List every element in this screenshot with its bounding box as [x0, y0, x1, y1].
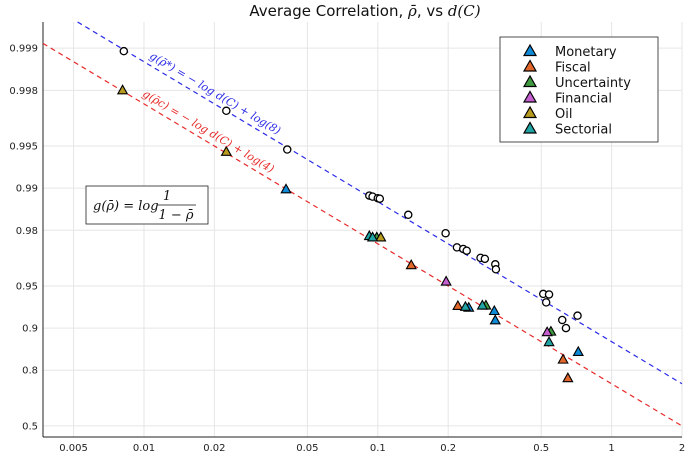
legend-marker-oil	[522, 105, 538, 119]
plot-frame	[42, 22, 682, 438]
data-point-fiscal	[562, 372, 574, 383]
legend-marker-uncertainty	[522, 74, 538, 88]
y-tick-label: 0.95	[16, 281, 38, 292]
data-point-fiscal	[405, 259, 417, 270]
data-point-oil	[220, 145, 233, 156]
data-point-oil	[375, 231, 387, 242]
y-tick-label: 0.998	[9, 86, 38, 97]
data-point-circle	[561, 323, 571, 333]
y-tick-label: 0.5	[22, 421, 38, 432]
x-tick-label: 2	[679, 443, 685, 454]
fit-line-labels: g(ρ̄*) = − log d(C) + log(8)g(ρ̄c) = − l…	[140, 49, 283, 176]
x-tick-label: 1	[608, 443, 614, 454]
data-point-financial	[440, 275, 452, 286]
data-point-circle	[491, 265, 501, 274]
legend-label: Financial	[555, 92, 612, 107]
data-point-circle	[404, 210, 413, 220]
legend-label: Monetary	[555, 45, 617, 60]
y-tick-label: 0.999	[9, 44, 38, 55]
data-point-circle	[544, 290, 554, 299]
data-point-circle	[541, 298, 551, 307]
data-point-monetary	[572, 345, 584, 356]
fit-line-label: g(ρ̄c) = − log d(C) + log(4)	[140, 87, 276, 176]
data-point-circle	[222, 106, 231, 116]
x-tick-label: 0.005	[59, 443, 88, 454]
data-point-fiscal	[452, 299, 464, 311]
fit-line-label: g(ρ̄*) = − log d(C) + log(8)	[147, 49, 283, 137]
x-tick-label: 0.01	[133, 443, 155, 454]
legend-marker-monetary	[522, 43, 538, 57]
fit-line	[42, 42, 683, 427]
y-tick-label: 0.99	[16, 184, 38, 195]
legend-marker-fiscal	[522, 59, 538, 72]
y-tick-label: 0.995	[9, 142, 38, 153]
data-points	[116, 46, 584, 383]
formula-box: g(ρ̄) = log 1 1 − ρ̄	[85, 185, 209, 225]
tick-labels: 0.005 0.01 0.02 0.05 0.1 0.2 0.5 1 2 0.999 0.998 0.…	[9, 44, 685, 454]
grid	[43, 22, 683, 437]
x-tick-label: 0.05	[296, 443, 318, 454]
data-point-monetary	[489, 314, 501, 325]
legend: MonetaryFiscalUncertaintyFinancialOilSec…	[499, 36, 659, 143]
y-tick-label: 0.98	[16, 226, 38, 237]
data-point-circle	[282, 145, 292, 154]
data-point-sectorial	[476, 299, 489, 310]
x-tick-label: 0.2	[440, 443, 456, 454]
x-tick-label: 0.5	[533, 443, 549, 454]
legend-label: Fiscal	[555, 61, 591, 76]
data-point-monetary	[280, 183, 292, 194]
data-point-monetary	[488, 304, 500, 316]
x-tick-label: 0.1	[370, 443, 386, 454]
svg-text:1 − ρ̄: 1 − ρ̄	[158, 208, 193, 223]
x-tick-label: 0.02	[203, 443, 225, 454]
svg-text:1: 1	[163, 189, 171, 204]
data-point-circle	[462, 246, 471, 255]
data-point-sectorial	[459, 300, 472, 311]
data-point-circle	[119, 46, 129, 56]
legend-label: Sectorial	[555, 123, 612, 138]
svg-text:g(ρ̄) = log: g(ρ̄) = log	[93, 199, 159, 214]
data-point-fiscal	[557, 353, 569, 364]
y-tick-label: 0.8	[22, 366, 38, 377]
legend-marker-financial	[522, 90, 538, 103]
data-point-circle	[375, 194, 385, 203]
data-point-circle	[480, 254, 490, 264]
data-point-circle	[573, 311, 582, 320]
legend-marker-sectorial	[522, 121, 538, 134]
legend-label: Oil	[555, 107, 572, 122]
data-point-sectorial	[543, 336, 555, 347]
legend-label: Uncertainty	[555, 76, 631, 91]
data-point-sectorial	[366, 231, 379, 242]
chart-title: Average Correlation, ρ̄, vs d(C)	[249, 2, 480, 20]
data-point-circle	[557, 315, 567, 325]
data-point-oil	[116, 84, 129, 95]
data-point-financial	[541, 326, 553, 337]
y-tick-label: 0.9	[22, 324, 38, 335]
data-point-circle	[441, 228, 450, 238]
